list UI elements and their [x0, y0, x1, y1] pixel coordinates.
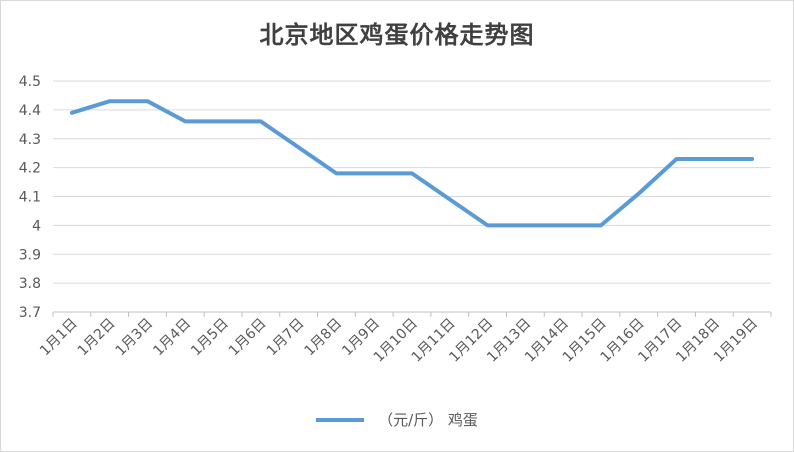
- data-point: [108, 99, 112, 103]
- x-tick-label: 1月4日: [150, 316, 194, 360]
- data-point: [712, 157, 716, 161]
- data-point: [70, 111, 74, 115]
- data-point: [637, 192, 641, 196]
- data-point: [297, 145, 301, 149]
- y-tick-label: 3.9: [19, 247, 41, 263]
- data-point: [183, 119, 187, 123]
- data-point: [410, 171, 414, 175]
- y-tick-label: 4.4: [19, 103, 41, 119]
- data-point: [675, 157, 679, 161]
- legend-swatch: [316, 417, 365, 422]
- x-tick-label: 1月8日: [302, 316, 346, 360]
- data-point: [750, 157, 754, 161]
- x-tick-label: 1月2日: [75, 316, 119, 360]
- data-point: [448, 197, 452, 201]
- data-point: [599, 223, 603, 227]
- legend: （元/斤） 鸡蛋: [1, 409, 793, 430]
- data-point: [486, 223, 490, 227]
- x-tick-label: 1月6日: [226, 316, 270, 360]
- x-tick-label: 1月5日: [188, 316, 232, 360]
- y-tick-label: 3.8: [19, 276, 41, 292]
- y-tick-label: 4.5: [19, 74, 41, 90]
- data-point: [523, 223, 527, 227]
- data-point: [145, 99, 149, 103]
- data-point: [561, 223, 565, 227]
- y-tick-label: 4.1: [19, 190, 41, 206]
- x-tick-label: 1月1日: [37, 316, 81, 360]
- x-tick-label: 1月7日: [264, 316, 308, 360]
- legend-label: （元/斤） 鸡蛋: [378, 411, 478, 429]
- data-point: [372, 171, 376, 175]
- chart-title: 北京地区鸡蛋价格走势图: [259, 21, 535, 49]
- y-tick-label: 3.7: [19, 305, 41, 321]
- x-tick-label: 1月3日: [113, 316, 157, 360]
- data-point: [259, 119, 263, 123]
- y-tick-label: 4: [32, 218, 41, 234]
- data-point: [221, 119, 225, 123]
- y-tick-label: 4.2: [19, 161, 41, 177]
- y-tick-label: 4.3: [19, 132, 41, 148]
- data-point: [334, 171, 338, 175]
- series-line: [69, 99, 755, 228]
